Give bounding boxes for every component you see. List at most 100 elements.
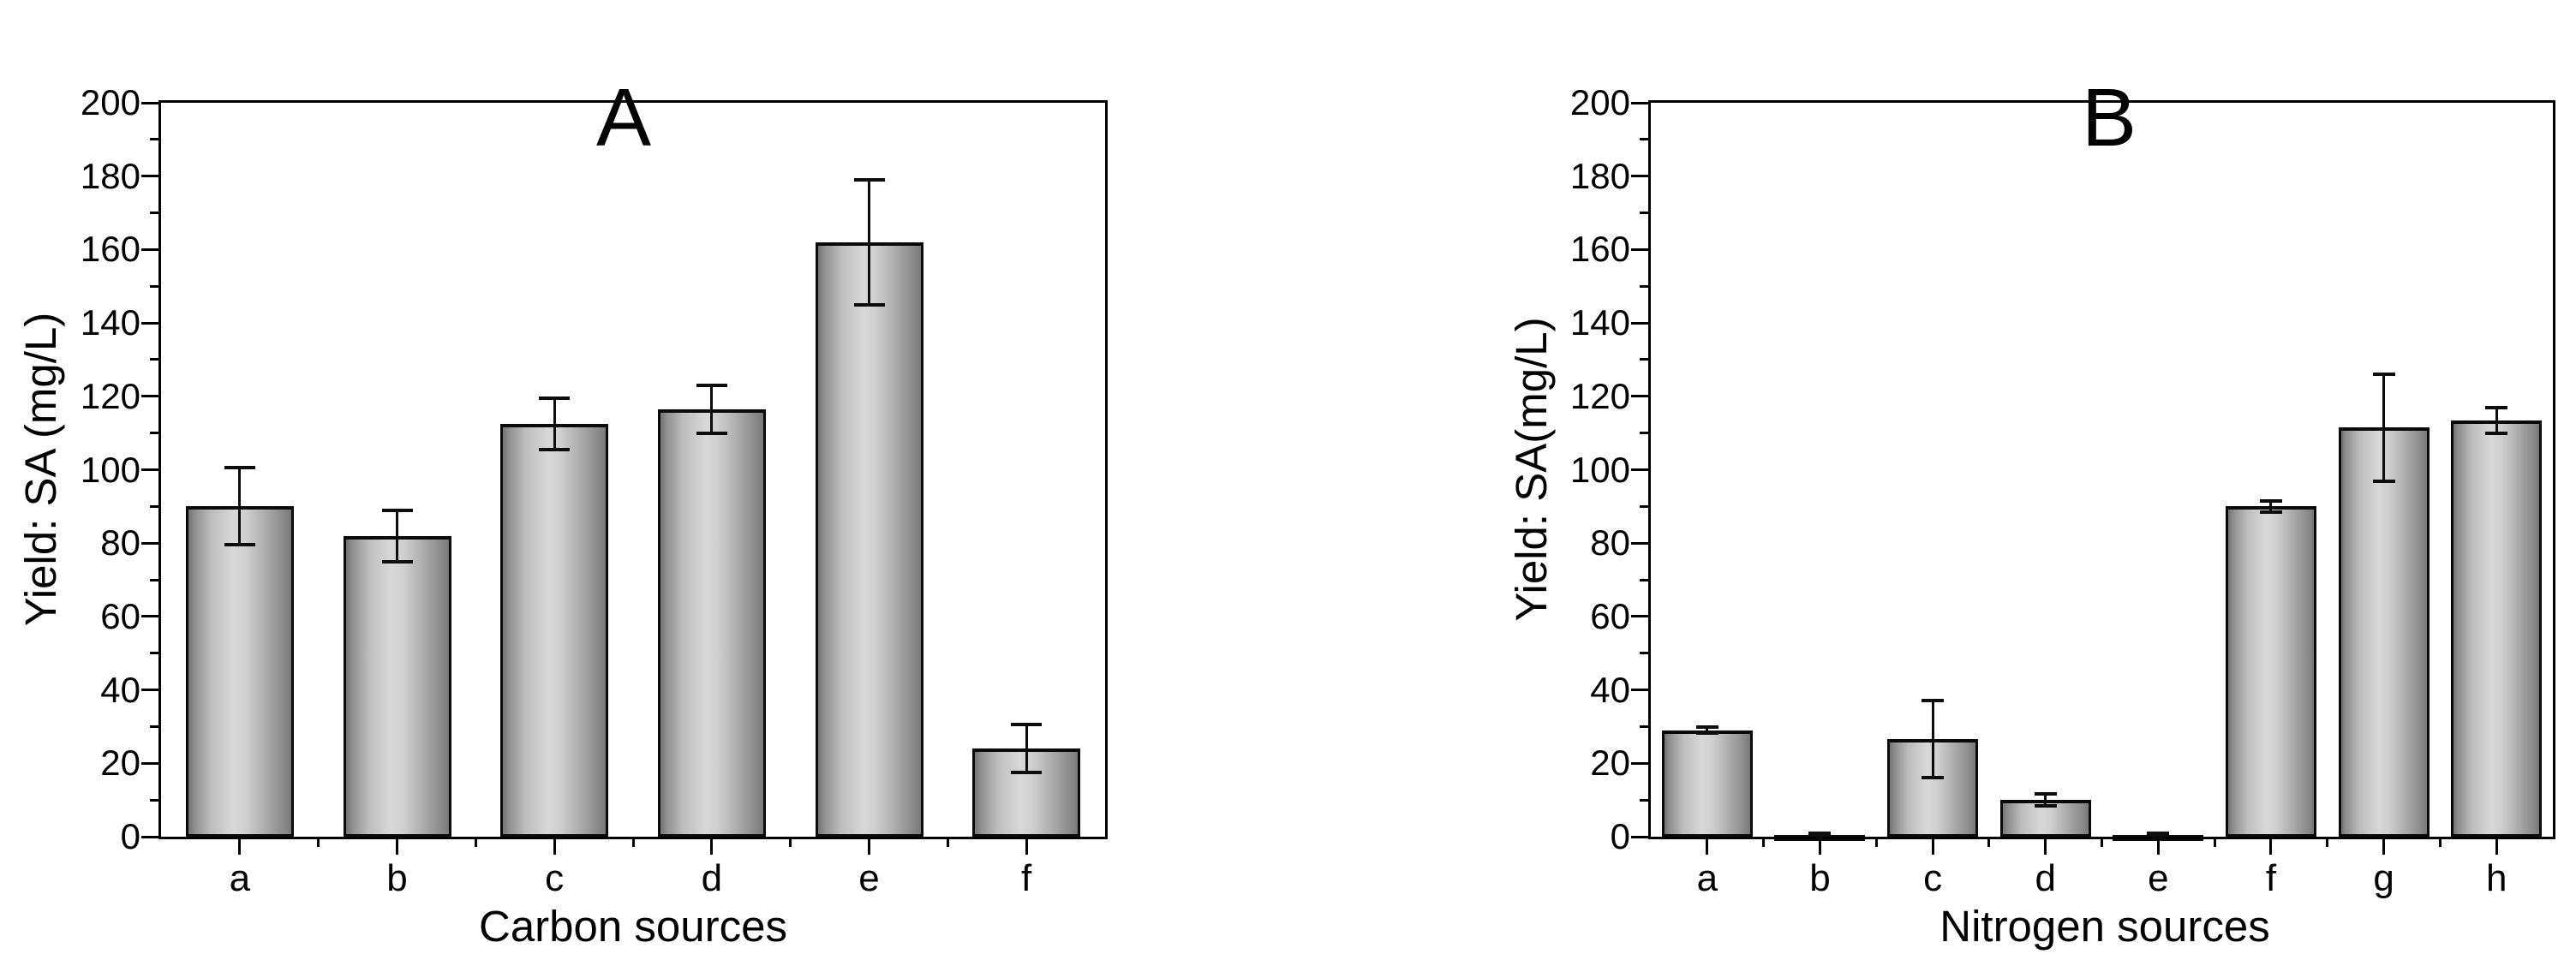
panel-a-error-cap-top-b [381,508,413,512]
panel-a-x-major-tick [553,839,556,855]
panel-a-y-major-tick [141,761,158,765]
panel-b-y-minor-tick [1640,284,1648,288]
panel-b-error-bar-d [2044,794,2047,806]
panel-b-error-cap-bottom-g [2372,479,2395,483]
panel-b-x-minor-tick [1762,839,1766,847]
panel-a-x-minor-tick [946,839,949,847]
panel-a-x-category-label-d: d [701,857,723,899]
panel-b-y-minor-tick [1640,138,1648,141]
panel-b-y-major-tick [1631,541,1648,545]
panel-b-x-category-label-c: c [1923,857,1943,899]
panel-b-error-cap-bottom-a [1695,731,1718,736]
panel-b-error-cap-top-b [1808,832,1832,836]
panel-b-error-cap-top-g [2372,372,2395,376]
panel-b-error-cap-bottom-b [1808,834,1832,838]
panel-b-y-minor-tick [1640,504,1648,508]
panel-b-y-minor-tick [1640,798,1648,802]
panel-b-x-minor-tick [2101,839,2103,847]
panel-a-y-tick-label: 200 [80,82,140,122]
panel-a-y-major-tick [141,541,158,545]
panel-a-y-tick-label: 60 [100,595,140,636]
panel-a-error-cap-top-a [224,466,255,470]
panel-b-x-category-label-a: a [1696,857,1718,899]
panel-b-y-minor-tick [1640,725,1648,728]
panel-b-y-major-tick [1631,321,1648,325]
panel-a-y-tick-label: 180 [80,155,140,196]
panel-b-y-minor-tick [1640,652,1648,655]
panel-b-y-minor-tick [1640,358,1648,361]
panel-a-x-minor-tick [631,839,635,847]
panel-a-error-cap-bottom-c [539,447,571,451]
panel-a-x-major-tick [1025,839,1028,855]
panel-b-error-cap-top-f [2259,498,2282,503]
panel-a-y-major-tick [141,247,158,251]
panel-b-x-category-label-h: h [2485,857,2507,899]
panel-b-y-major-tick [1631,247,1648,251]
panel-a-x-major-tick [396,839,398,855]
panel-a-y-minor-tick [150,284,158,288]
panel-a-y-tick-label: 20 [100,742,140,784]
panel-a-y-minor-tick [150,358,158,361]
panel-a-plot-spine-right [1105,100,1108,839]
panel-a-bar-d [657,408,766,837]
panel-a-y-major-tick [141,175,158,178]
panel-a-error-cap-bottom-f [1011,771,1043,774]
panel-b-y-tick-label: 120 [1569,375,1630,416]
panel-b-y-tick-label: 180 [1569,155,1630,196]
panel-b-x-major-tick [1818,839,1821,855]
panel-b-y-major-tick [1631,468,1648,471]
panel-b-error-cap-top-e [2147,832,2170,836]
panel-a-y-major-tick [141,468,158,471]
panel-b-plot-spine-left [1648,100,1651,839]
panel-a-y-tick-label: 80 [100,522,140,564]
panel-a-x-minor-tick [789,839,792,847]
panel-b-plot-spine-right [2553,100,2555,839]
panel-a-y-minor-tick [150,798,158,802]
panel-b-x-major-tick [2269,839,2273,855]
panel-a-bar-a [185,506,294,837]
panel-a-y-minor-tick [150,212,158,215]
panel-b-plot-spine-top [1648,100,2555,103]
panel-b-x-major-tick [2156,839,2160,855]
panel-b-title: B [2081,71,2137,164]
panel-a-y-major-tick [141,835,158,838]
panel-a-y-minor-tick [150,138,158,141]
panel-b-error-bar-h [2495,407,2498,433]
panel-b-y-tick-label: 40 [1590,669,1630,710]
panel-a-x-category-label-a: a [229,857,251,899]
panel-b-y-tick-label: 0 [1610,816,1630,856]
panel-a-error-bar-e [868,179,870,305]
panel-b-error-bar-f [2269,500,2273,512]
panel-b-x-category-label-g: g [2373,857,2394,899]
panel-b-y-tick-label: 140 [1569,302,1630,343]
panel-a-y-tick-label: 100 [80,449,140,490]
panel-a-x-category-label-f: f [1021,857,1032,899]
panel-a-error-bar-f [1025,725,1028,772]
panel-a-y-major-tick [141,321,158,325]
panel-a-x-category-label-c: c [545,857,565,899]
panel-b-x-major-tick [1931,839,1934,855]
panel-b-error-cap-bottom-f [2259,510,2282,514]
panel-b-x-category-label-d: d [2035,857,2056,899]
panel-b-x-major-tick [2044,839,2047,855]
panel-b-y-major-tick [1631,175,1648,178]
panel-a-y-tick-label: 120 [80,375,140,416]
panel-b-x-minor-tick [2438,839,2442,847]
panel-a-error-bar-b [396,510,398,562]
panel-b-error-cap-bottom-d [2034,804,2057,808]
panel-a-error-bar-c [553,397,556,450]
panel-a-y-tick-label: 40 [100,669,140,710]
panel-b-error-bar-a [1706,727,1709,734]
panel-b-y-tick-label: 200 [1569,82,1630,122]
panel-a-y-minor-tick [150,725,158,728]
panel-a-error-bar-d [710,385,714,433]
panel-a-error-cap-bottom-b [381,559,413,564]
panel-b-plot-spine-bottom [1648,837,2555,839]
panel-a-y-minor-tick [150,504,158,508]
panel-a-error-cap-top-c [539,396,571,400]
panel-a-y-tick-label: 140 [80,302,140,343]
panel-b-bar-g [2338,427,2430,837]
panel-b-x-minor-tick [2326,839,2329,847]
panel-a-x-minor-tick [317,839,320,847]
panel-a-error-cap-bottom-d [696,431,727,435]
